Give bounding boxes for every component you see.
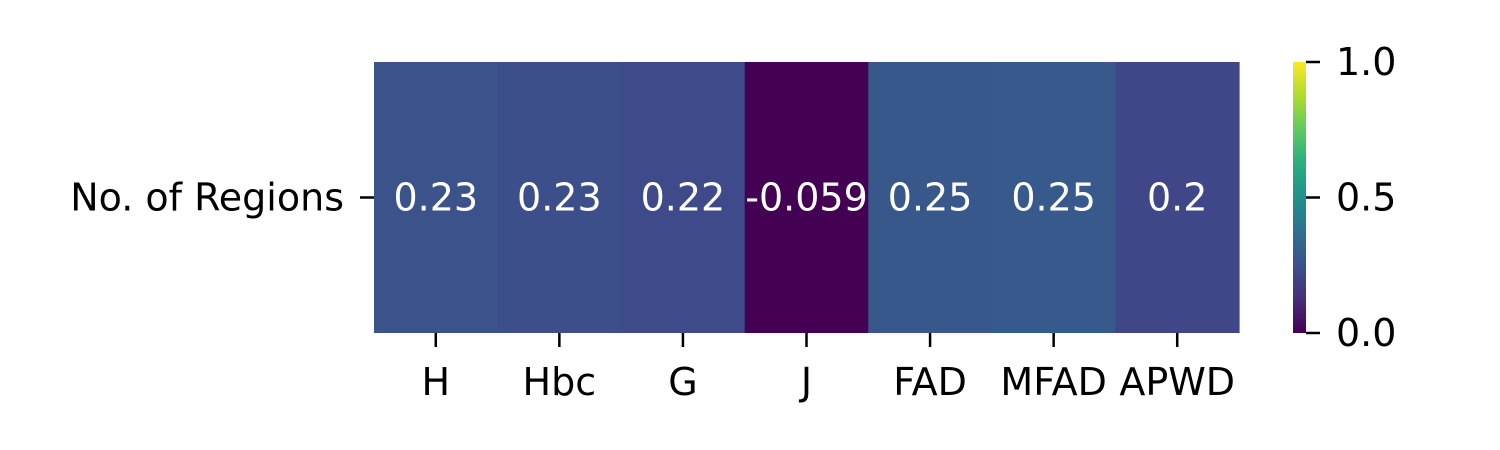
cell-value-label: 0.25: [1011, 176, 1096, 220]
cell-value-label: 0.25: [888, 176, 973, 220]
cell-value-label: 0.23: [517, 176, 602, 220]
heatmap-cell-j: [744, 62, 869, 333]
colorbar-tick-label: 0.0: [1336, 311, 1396, 355]
heatmap-cell-fad: [868, 62, 993, 333]
heatmap-cell-hbc: [497, 62, 622, 333]
x-tick-label: G: [668, 360, 697, 404]
x-tick-label: FAD: [893, 360, 967, 404]
cell-value-label: 0.23: [393, 176, 478, 220]
x-tick-label: H: [421, 360, 450, 404]
cell-value-label: 0.22: [641, 176, 726, 220]
heatmap-cell-h: [374, 62, 499, 333]
colorbar: 0.0 0.5 1.0: [1293, 40, 1396, 355]
heatmap-cell-g: [621, 62, 746, 333]
heatmap-cells: [374, 62, 1240, 333]
y-axis: No. of Regions: [70, 176, 374, 220]
colorbar-tick-label: 1.0: [1336, 40, 1396, 84]
colorbar-gradient: [1293, 62, 1306, 333]
x-tick-label: J: [799, 360, 812, 404]
x-tick-label: Hbc: [523, 360, 597, 404]
x-tick-label: APWD: [1119, 360, 1235, 404]
heatmap-cell-mfad: [991, 62, 1117, 333]
x-tick-label: MFAD: [1000, 360, 1106, 404]
cell-value-label: 0.2: [1147, 176, 1207, 220]
heatmap-cell-labels: 0.23 0.23 0.22 -0.059 0.25 0.25 0.2: [393, 176, 1207, 220]
colorbar-tick-label: 0.5: [1336, 176, 1396, 220]
cell-value-label: -0.059: [745, 176, 868, 220]
x-axis: H Hbc G J FAD MFAD APWD: [421, 333, 1235, 404]
y-tick-label: No. of Regions: [70, 176, 344, 220]
heatmap-cell-apwd: [1115, 62, 1240, 333]
